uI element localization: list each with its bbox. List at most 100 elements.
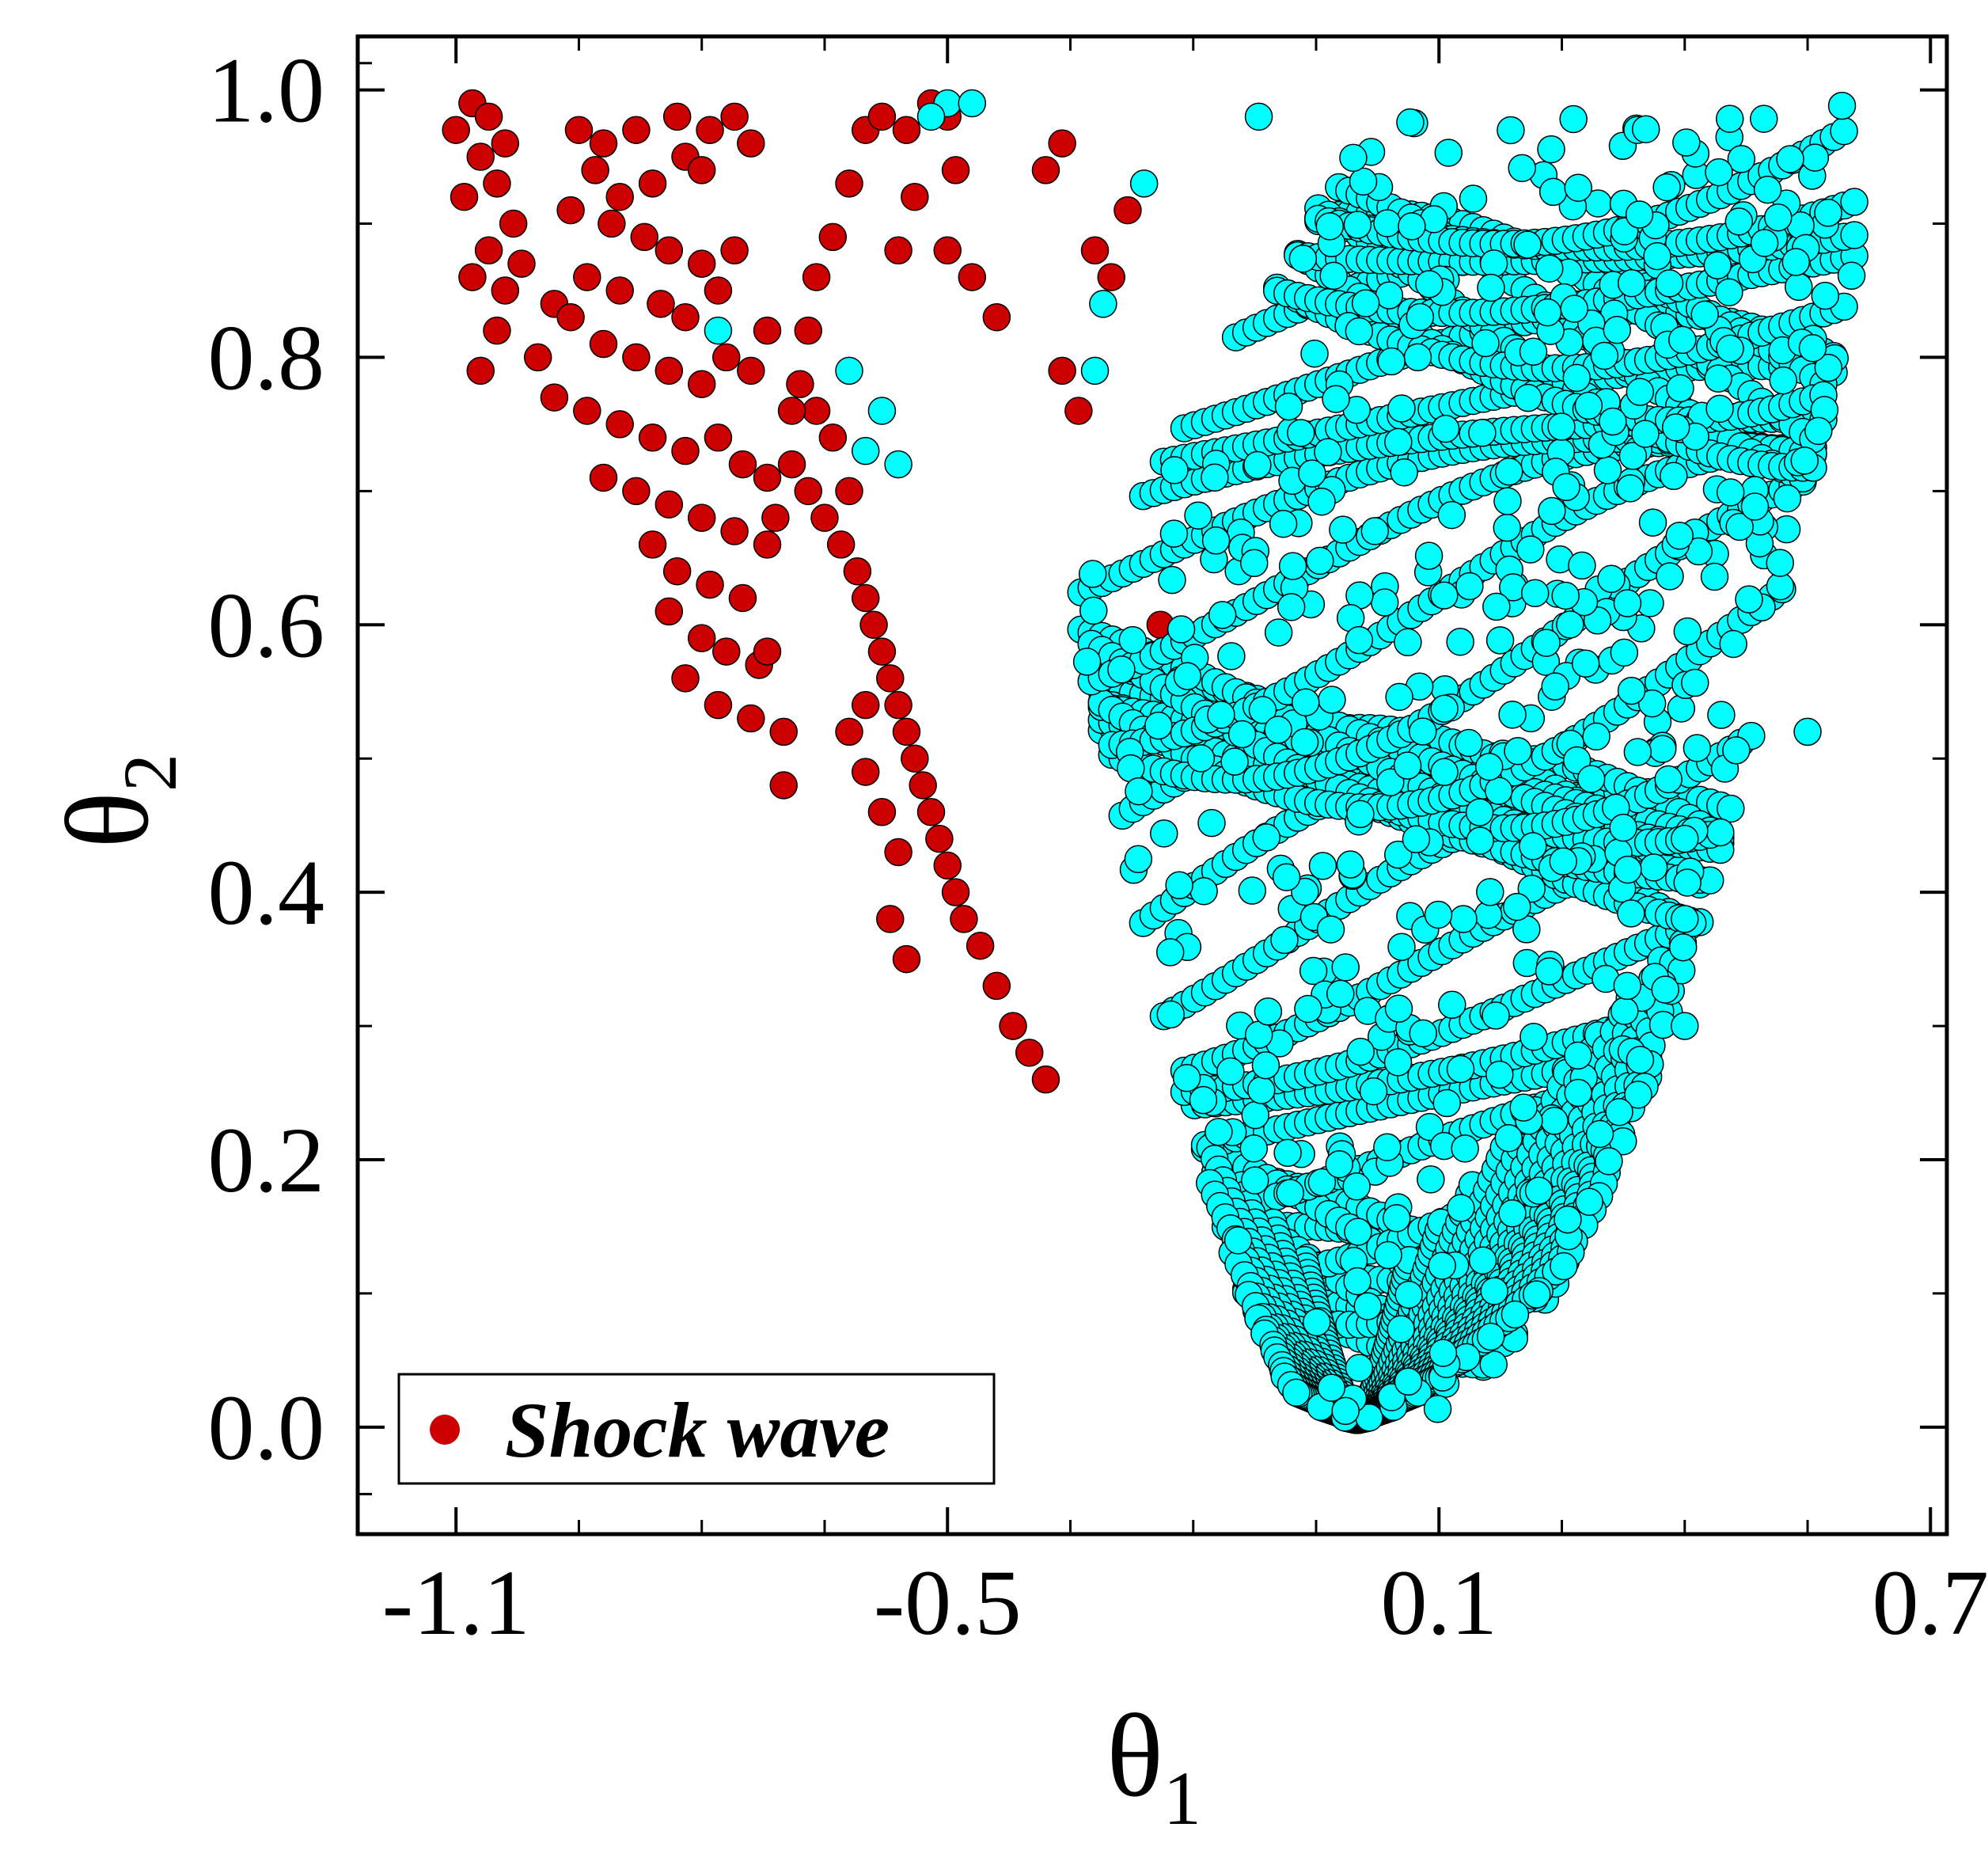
cyan-point bbox=[1715, 104, 1744, 133]
shock-wave-point bbox=[630, 222, 659, 252]
cyan-point bbox=[1485, 626, 1515, 655]
cyan-point bbox=[1830, 116, 1858, 146]
cyan-point bbox=[1394, 628, 1422, 657]
cyan-point bbox=[1477, 273, 1505, 302]
cyan-point bbox=[1374, 1240, 1402, 1270]
cyan-point bbox=[1434, 139, 1463, 167]
cyan-point bbox=[1124, 845, 1153, 874]
cyan-point bbox=[1307, 1168, 1337, 1197]
cyan-point bbox=[1482, 1001, 1510, 1030]
cyan-point bbox=[1551, 581, 1580, 610]
cyan-point bbox=[1703, 251, 1732, 279]
cyan-point bbox=[1184, 501, 1212, 530]
shock-wave-point bbox=[474, 236, 503, 265]
cyan-point bbox=[1610, 638, 1639, 667]
legend-label-shock-wave: Shock wave bbox=[505, 1386, 890, 1474]
shock-wave-point bbox=[483, 316, 511, 345]
shock-wave-point bbox=[859, 610, 888, 640]
cyan-point bbox=[835, 356, 863, 386]
shock-wave-point bbox=[704, 276, 733, 305]
cyan-point bbox=[1716, 334, 1744, 363]
cyan-point bbox=[1403, 343, 1432, 372]
cyan-point bbox=[1666, 374, 1694, 403]
cyan-point bbox=[1294, 994, 1322, 1024]
shock-wave-point bbox=[622, 477, 651, 506]
shock-wave-point bbox=[704, 690, 733, 720]
cyan-point bbox=[1497, 116, 1525, 145]
shock-wave-point bbox=[654, 490, 684, 519]
shock-wave-point bbox=[794, 316, 823, 345]
shock-wave-point bbox=[712, 637, 741, 666]
legend: Shock wave bbox=[397, 1373, 996, 1485]
cyan-point bbox=[1394, 1280, 1423, 1309]
y-axis-label: θ2 bbox=[42, 754, 192, 849]
cyan-point bbox=[1308, 852, 1337, 880]
cyan-point bbox=[1547, 412, 1576, 441]
cyan-point bbox=[1339, 143, 1368, 173]
cyan-point bbox=[1302, 1308, 1331, 1337]
cyan-point bbox=[1798, 333, 1827, 363]
cyan-point bbox=[1655, 269, 1684, 298]
cyan-point bbox=[1495, 458, 1523, 486]
shock-wave-point bbox=[1048, 356, 1076, 386]
cyan-point bbox=[1479, 249, 1508, 278]
cyan-point bbox=[1568, 551, 1596, 580]
cyan-point bbox=[1519, 337, 1548, 367]
shock-wave-point bbox=[491, 129, 520, 158]
shock-wave-point bbox=[720, 517, 749, 545]
shock-wave-point bbox=[802, 397, 831, 425]
cyan-point bbox=[1504, 736, 1532, 765]
shock-wave-point bbox=[712, 343, 741, 372]
cyan-point bbox=[1254, 997, 1283, 1026]
cyan-point bbox=[1493, 513, 1522, 542]
cyan-point bbox=[1415, 270, 1444, 298]
cyan-point bbox=[1485, 1060, 1514, 1089]
cyan-point bbox=[1385, 682, 1413, 712]
cyan-point bbox=[1431, 414, 1460, 443]
cyan-point bbox=[1387, 394, 1416, 423]
cyan-point bbox=[916, 102, 946, 131]
shock-wave-point bbox=[958, 263, 987, 291]
cyan-point bbox=[1576, 765, 1606, 793]
shock-wave-point bbox=[786, 370, 814, 398]
shock-wave-point bbox=[564, 116, 594, 144]
cyan-point bbox=[1599, 407, 1627, 436]
cyan-point bbox=[1668, 933, 1698, 962]
cyan-point bbox=[1665, 521, 1694, 550]
cyan-point bbox=[1582, 722, 1611, 751]
shock-wave-point bbox=[499, 209, 528, 238]
cyan-point bbox=[1637, 689, 1667, 718]
cyan-point bbox=[1359, 1077, 1388, 1106]
cyan-point bbox=[1173, 662, 1202, 690]
cyan-point bbox=[1769, 366, 1797, 395]
cyan-point bbox=[1574, 391, 1603, 420]
shock-wave-point bbox=[867, 798, 897, 826]
cyan-point bbox=[1306, 546, 1334, 576]
shock-wave-point bbox=[704, 424, 733, 452]
cyan-point bbox=[1375, 281, 1404, 310]
cyan-point bbox=[1740, 492, 1770, 521]
cyan-point bbox=[1329, 515, 1357, 544]
cyan-point bbox=[1705, 394, 1734, 424]
cyan-point bbox=[1503, 892, 1531, 921]
cyan-point bbox=[1239, 1134, 1269, 1163]
cyan-point bbox=[1790, 446, 1819, 475]
cyan-point bbox=[1430, 581, 1459, 610]
cyan-point bbox=[1654, 765, 1683, 794]
cyan-point bbox=[1624, 1081, 1652, 1109]
cyan-point bbox=[1437, 500, 1466, 530]
cyan-point bbox=[1631, 115, 1660, 143]
cyan-point bbox=[1840, 221, 1868, 249]
cyan-point bbox=[1509, 1093, 1538, 1122]
cyan-point bbox=[1593, 456, 1622, 484]
cyan-point bbox=[1508, 154, 1536, 183]
cyan-point bbox=[1430, 758, 1459, 787]
cyan-point bbox=[1498, 1199, 1527, 1228]
cyan-point bbox=[1562, 746, 1592, 775]
shock-wave-point bbox=[450, 182, 479, 211]
cyan-point bbox=[1705, 158, 1733, 187]
shock-wave-point bbox=[1048, 129, 1076, 158]
cyan-point bbox=[1811, 281, 1840, 310]
cyan-point bbox=[1158, 565, 1186, 595]
cyan-point bbox=[1613, 589, 1642, 617]
